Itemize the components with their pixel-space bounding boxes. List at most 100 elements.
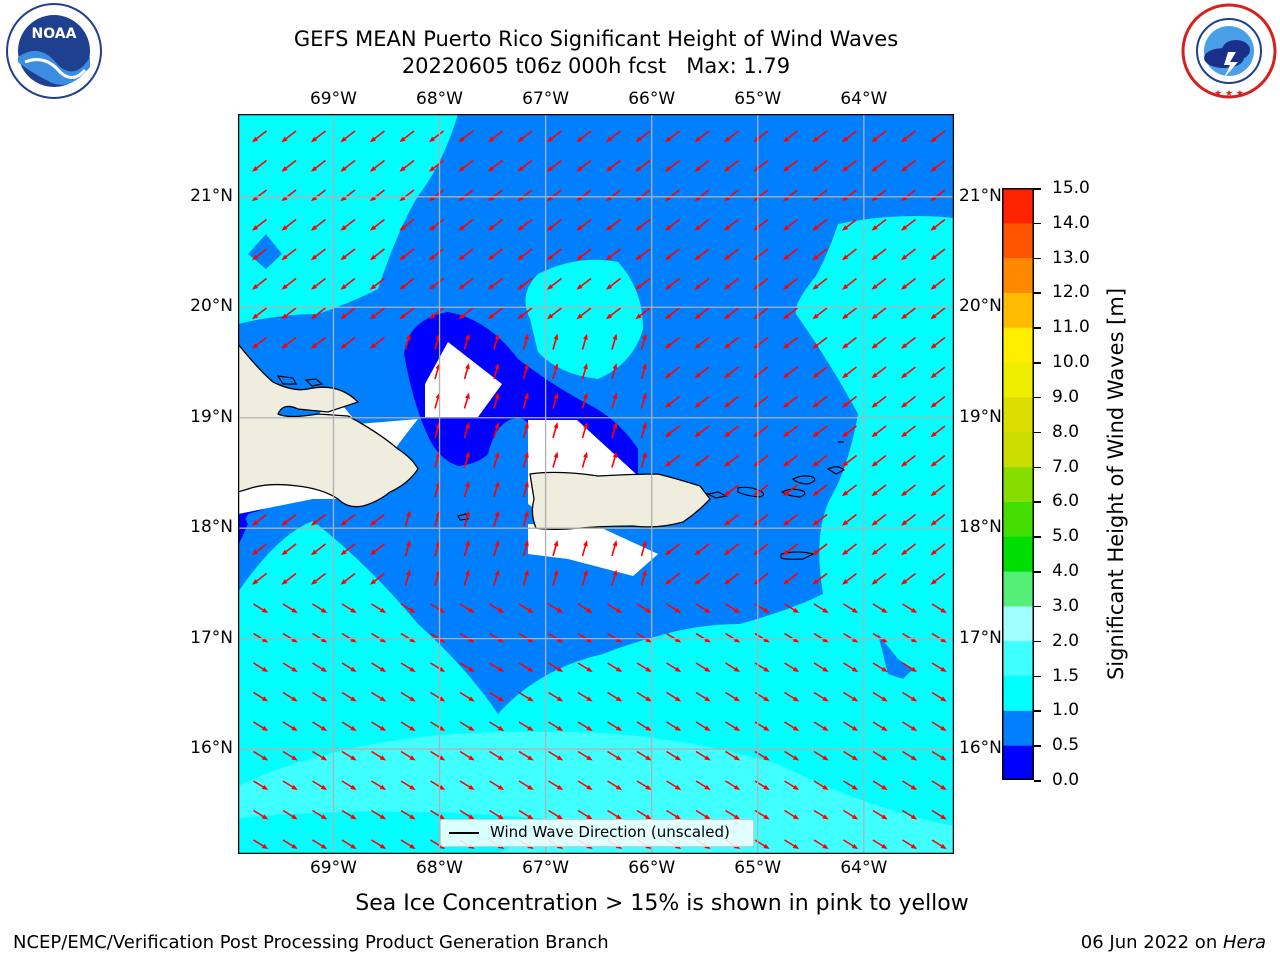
wave-direction-arrow: [664, 572, 680, 585]
wave-direction-arrow: [872, 603, 888, 614]
wave-direction-arrow: [931, 662, 947, 673]
wave-direction-arrow: [458, 189, 474, 202]
wave-direction-arrow: [430, 809, 446, 820]
wave-direction-arrow: [428, 248, 444, 261]
wave-direction-arrow: [902, 632, 918, 643]
wave-direction-arrow: [489, 721, 505, 732]
wave-direction-arrow: [430, 662, 446, 673]
wave-direction-arrow: [664, 366, 680, 379]
wave-direction-arrow: [310, 159, 326, 172]
lat-tick-left: 17°N: [190, 627, 233, 648]
wave-direction-arrow: [552, 363, 559, 380]
wave-direction-arrow: [900, 248, 916, 261]
colorbar-segment: [1002, 466, 1034, 502]
wave-direction-arrow: [843, 780, 859, 791]
wave-direction-arrow: [576, 189, 592, 202]
wave-direction-arrow: [493, 569, 500, 586]
colorbar-segment: [1002, 501, 1034, 537]
wave-direction-arrow: [459, 809, 475, 820]
wave-direction-arrow: [369, 307, 385, 320]
colorbar-tick-label: 10.0: [1052, 352, 1090, 373]
wave-direction-arrow: [253, 632, 269, 643]
wave-direction-arrow: [666, 603, 682, 614]
wave-direction-arrow: [930, 189, 946, 202]
wave-direction-arrow: [841, 277, 857, 290]
wave-direction-arrow: [371, 809, 387, 820]
wave-direction-arrow: [581, 392, 588, 409]
wave-direction-arrow: [782, 218, 798, 231]
wave-direction-arrow: [493, 451, 500, 468]
wave-direction-arrow: [872, 750, 888, 761]
colorbar-tick-label: 1.5: [1052, 665, 1080, 686]
wave-direction-arrow: [784, 632, 800, 643]
wave-direction-arrow: [694, 159, 710, 172]
wave-direction-arrow: [725, 750, 741, 761]
wave-direction-arrow: [430, 750, 446, 761]
wave-direction-arrow: [782, 572, 798, 585]
wave-direction-arrow: [666, 662, 682, 673]
wave-direction-arrow: [666, 632, 682, 643]
wave-direction-arrow: [463, 333, 470, 350]
wave-direction-arrow: [576, 248, 592, 261]
wave-direction-arrow: [841, 454, 857, 467]
wave-direction-arrow: [340, 513, 356, 526]
wave-direction-arrow: [548, 632, 564, 643]
wave-direction-arrow: [664, 189, 680, 202]
wave-direction-arrow: [930, 484, 946, 497]
wave-direction-arrow: [282, 721, 298, 732]
colorbar-segment: [1002, 710, 1034, 746]
wave-direction-arrow: [725, 691, 741, 702]
wave-direction-arrow: [611, 363, 618, 380]
land-puerto-rico: [529, 471, 711, 530]
wave-direction-arrow: [723, 159, 739, 172]
map-legend: Wind Wave Direction (unscaled): [440, 819, 754, 847]
wave-direction-arrow: [930, 336, 946, 349]
wave-direction-arrow: [782, 484, 798, 497]
wave-direction-arrow: [871, 366, 887, 379]
wave-direction-arrow: [428, 277, 444, 290]
wave-direction-arrow: [369, 513, 385, 526]
wave-direction-arrow: [723, 248, 739, 261]
colorbar-tick-label: 8.0: [1052, 421, 1080, 442]
wave-direction-arrow: [900, 454, 916, 467]
wave-direction-arrow: [251, 277, 267, 290]
wave-direction-arrow: [400, 662, 416, 673]
wave-direction-arrow: [843, 691, 859, 702]
wave-direction-arrow: [782, 543, 798, 556]
wave-direction-arrow: [251, 218, 267, 231]
wave-direction-arrow: [841, 189, 857, 202]
wave-direction-arrow: [723, 454, 739, 467]
wave-direction-arrow: [900, 513, 916, 526]
wave-direction-arrow: [636, 691, 652, 702]
wave-direction-arrow: [841, 366, 857, 379]
wave-direction-arrow: [253, 839, 269, 850]
wave-direction-arrow: [522, 540, 529, 557]
wave-direction-arrow: [518, 780, 534, 791]
wave-direction-arrow: [281, 336, 297, 349]
wave-direction-arrow: [694, 366, 710, 379]
wave-direction-arrow: [281, 248, 297, 261]
wave-direction-arrow: [841, 484, 857, 497]
wave-direction-arrow: [694, 395, 710, 408]
wave-direction-arrow: [664, 336, 680, 349]
wave-direction-arrow: [782, 513, 798, 526]
wave-direction-arrow: [518, 809, 534, 820]
wave-direction-arrow: [463, 540, 470, 557]
wave-direction-arrow: [871, 454, 887, 467]
wave-direction-arrow: [611, 392, 618, 409]
wave-direction-arrow: [607, 662, 623, 673]
wave-direction-arrow: [694, 425, 710, 438]
colorbar-segment: [1002, 188, 1034, 224]
wave-direction-arrow: [902, 691, 918, 702]
wave-direction-arrow: [487, 130, 503, 143]
wave-direction-arrow: [871, 130, 887, 143]
wave-direction-arrow: [489, 780, 505, 791]
wave-direction-arrow: [341, 632, 357, 643]
wave-direction-arrow: [581, 333, 588, 350]
wave-direction-arrow: [312, 809, 328, 820]
colorbar-tick-mark: [1034, 362, 1041, 364]
lon-tick-bottom: 67°W: [522, 858, 570, 878]
wave-direction-arrow: [664, 307, 680, 320]
wave-direction-arrow: [341, 721, 357, 732]
wave-direction-arrow: [552, 569, 559, 586]
